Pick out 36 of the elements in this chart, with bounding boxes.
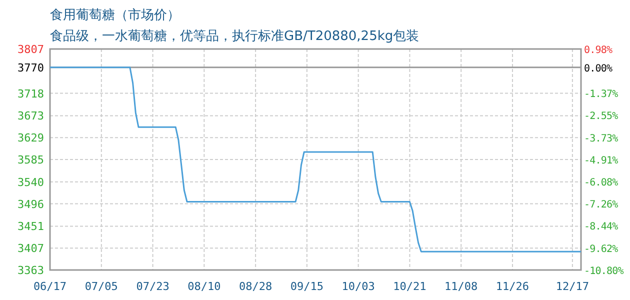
x-tick-label: 07/05 <box>84 280 118 293</box>
y2-tick-label: 0.98% <box>584 45 612 56</box>
y2-tick-label: -10.80% <box>584 266 624 277</box>
y2-tick-label: -8.44% <box>584 222 618 233</box>
y2-tick-label: 0.00% <box>584 63 612 74</box>
y-tick-label: 3718 <box>18 87 44 100</box>
y2-tick-label: -3.73% <box>584 133 618 144</box>
y2-tick-label: -1.37% <box>584 89 618 100</box>
chart-subtitle: 食品级，一水葡萄糖，优等品，执行标准GB/T20880,25kg包装 <box>50 29 420 44</box>
x-tick-label: 12/17 <box>556 280 589 293</box>
x-tick-label: 08/28 <box>238 280 272 293</box>
y-tick-label: 3407 <box>18 242 44 256</box>
x-tick-label: 08/10 <box>188 280 221 293</box>
y-tick-label: 3585 <box>18 154 44 166</box>
x-tick-label: 07/23 <box>136 280 170 293</box>
x-tick-label: 09/15 <box>290 280 324 293</box>
x-tick-label: 10/21 <box>393 280 426 293</box>
y-tick-label: 3540 <box>18 176 44 189</box>
y-tick-label: 3451 <box>18 220 44 234</box>
x-tick-label: 11/08 <box>444 280 478 293</box>
y-tick-label: 3770 <box>18 61 44 74</box>
line-series <box>49 66 582 252</box>
y-tick-label: 3629 <box>18 132 44 145</box>
x-tick-label: 11/26 <box>496 280 530 293</box>
y2-tick-label: -6.08% <box>584 177 618 188</box>
y2-tick-label: -2.55% <box>584 111 618 122</box>
y2-tick-label: -4.91% <box>584 156 618 166</box>
y2-tick-label: -7.26% <box>584 200 618 211</box>
y-tick-label: 3673 <box>18 110 44 123</box>
y-tick-label: 3807 <box>18 43 44 56</box>
x-tick-label: 10/03 <box>342 280 375 293</box>
y2-tick-label: -9.62% <box>584 244 618 255</box>
x-tick-label: 06/17 <box>33 280 67 293</box>
y-tick-label: 3363 <box>18 264 44 277</box>
y-tick-label: 3496 <box>18 198 44 211</box>
chart-title: 食用葡萄糖（市场价） <box>50 8 180 23</box>
